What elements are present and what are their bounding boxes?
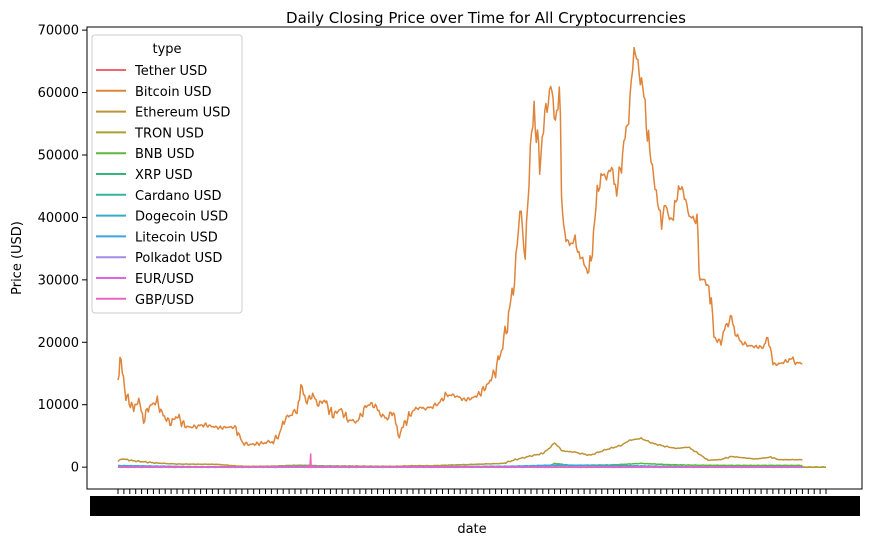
chart-title: Daily Closing Price over Time for All Cr…: [286, 9, 686, 27]
y-tick-label: 30000: [38, 273, 79, 288]
legend-label: Litecoin USD: [135, 230, 218, 245]
y-axis: 0 10000 20000 30000 40000 50000 60000 70000: [38, 24, 87, 476]
legend-label: Bitcoin USD: [135, 85, 212, 100]
series-line: [117, 453, 803, 469]
legend-label: TRON USD: [134, 126, 204, 141]
y-tick-label: 20000: [38, 336, 79, 351]
legend: type Tether USD Bitcoin USD Ethereum USD TR…: [91, 34, 243, 314]
legend-frame: [91, 34, 243, 314]
legend-label: Polkadot USD: [135, 251, 222, 266]
axes-frame: [86, 26, 863, 490]
legend-label: BNB USD: [135, 147, 194, 162]
x-tick-labels-overlap: [90, 496, 860, 516]
y-tick-label: 0: [71, 461, 79, 476]
legend-label: Dogecoin USD: [135, 210, 228, 225]
y-tick-label: 40000: [38, 211, 79, 226]
legend-label: Cardano USD: [135, 189, 221, 204]
legend-label: GBP/USD: [135, 293, 194, 308]
legend-title: type: [152, 42, 181, 57]
series-line: [117, 46, 803, 447]
legend-label: Tether USD: [134, 64, 207, 79]
legend-label: XRP USD: [135, 168, 193, 183]
legend-items: Tether USD Bitcoin USD Ethereum USD TRON US…: [96, 64, 230, 308]
plot-area: [117, 46, 827, 469]
y-tick-label: 10000: [38, 398, 79, 413]
y-tick-label: 70000: [38, 24, 79, 39]
y-axis-label: Price (USD): [10, 221, 25, 295]
legend-label: Ethereum USD: [135, 106, 230, 121]
legend-label: EUR/USD: [135, 272, 194, 287]
y-tick-label: 60000: [38, 86, 79, 101]
series-line: [117, 436, 803, 468]
x-axis-label: date: [457, 522, 486, 537]
x-axis: [90, 489, 860, 516]
y-tick-label: 50000: [38, 148, 79, 163]
